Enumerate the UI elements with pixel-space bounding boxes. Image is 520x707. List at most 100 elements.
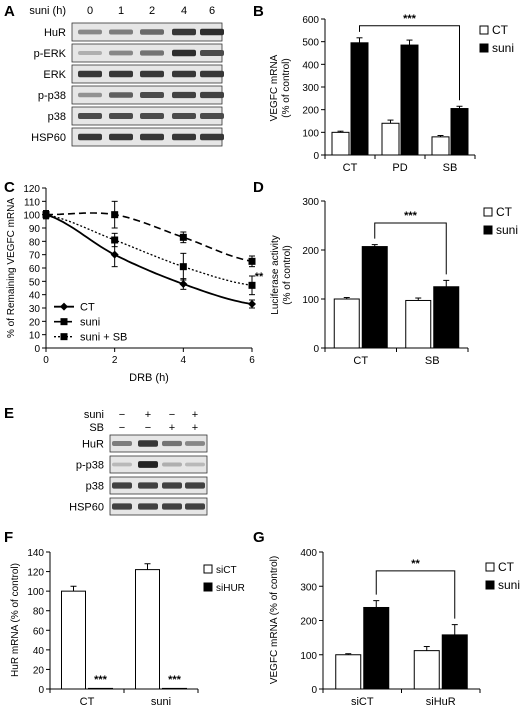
y-tick-label: 0 xyxy=(311,685,317,696)
y-tick-label: 20 xyxy=(33,665,45,676)
marker-suni xyxy=(60,318,68,326)
legend-swatch-siCT xyxy=(203,564,213,574)
blot-band xyxy=(138,440,158,447)
blot-band xyxy=(112,482,132,489)
y-tick-label: 140 xyxy=(27,548,44,559)
condition-sign: + xyxy=(192,409,198,421)
x-tick-label: 6 xyxy=(249,355,255,366)
panel-c-line-chart: C 0 10 20 30 40 50 60 70 80 90 100 110 120 0 2 4 6 DRB (h)… xyxy=(4,179,264,384)
blot-band xyxy=(109,92,133,98)
significance-stars: *** xyxy=(403,13,417,25)
timepoint-label: 1 xyxy=(118,5,124,17)
bar-siCT-suni xyxy=(135,569,160,690)
panel-letter-g: G xyxy=(253,529,265,546)
blot-band xyxy=(78,29,102,35)
timepoint-label: 4 xyxy=(181,5,187,17)
y-tick-label: 100 xyxy=(27,587,44,598)
marker-suni xyxy=(179,233,187,241)
y-tick-label: 100 xyxy=(23,211,40,222)
blot-band xyxy=(185,503,205,510)
significance-bracket xyxy=(359,25,460,101)
y-tick-label: 70 xyxy=(29,251,41,262)
blot-band xyxy=(112,462,132,467)
y-axis-title: (% of control) xyxy=(281,58,292,117)
x-category-label: SB xyxy=(443,162,458,174)
y-tick-label: 80 xyxy=(33,607,45,618)
blot-row-label: HuR xyxy=(82,439,104,451)
legend-label: siHUR xyxy=(216,583,245,594)
blot-band xyxy=(200,70,224,78)
series-line-CT xyxy=(45,213,253,305)
panel-letter-e: E xyxy=(4,405,14,422)
condition-sign: − xyxy=(119,409,125,421)
blot-band xyxy=(109,50,133,56)
bar-CT-SB xyxy=(431,136,450,156)
y-tick-label: 100 xyxy=(302,128,319,139)
y-tick-label: 100 xyxy=(302,295,319,306)
timepoint-label: 2 xyxy=(149,5,155,17)
marker-CT xyxy=(110,250,119,259)
significance-stars: ** xyxy=(411,558,420,570)
legend-swatch-suni xyxy=(483,225,493,235)
blot-band xyxy=(200,113,224,119)
y-tick-label: 80 xyxy=(29,237,41,248)
y-tick-label: 0 xyxy=(38,685,44,696)
blot-band xyxy=(112,441,132,446)
x-category-label: siCT xyxy=(351,696,374,707)
series-line-suni + SB xyxy=(45,214,253,286)
bar-CT-CT xyxy=(331,131,350,156)
x-axis-title: DRB (h) xyxy=(129,372,169,384)
blot-band xyxy=(140,50,164,56)
blot-band xyxy=(140,29,164,35)
y-tick-label: 30 xyxy=(29,304,41,315)
condition-label: SB xyxy=(89,422,104,434)
significance-stars: ** xyxy=(255,271,264,283)
condition-sign: + xyxy=(169,422,175,434)
legend-swatch-CT xyxy=(485,562,495,572)
blot-row-label: HSP60 xyxy=(31,132,66,144)
bar-suni-CT xyxy=(361,246,388,349)
bar-siHUR-suni xyxy=(162,687,187,690)
blot-band xyxy=(78,113,102,119)
legend-label: CT xyxy=(80,302,95,314)
y-tick-label: 50 xyxy=(29,277,41,288)
blot-row-label: HSP60 xyxy=(69,502,104,514)
legend-swatch-CT xyxy=(483,207,493,217)
marker-CT xyxy=(179,280,188,288)
y-tick-label: 500 xyxy=(302,38,319,49)
blot-band xyxy=(162,462,182,467)
significance-bracket xyxy=(375,570,456,619)
blot-band xyxy=(172,28,196,36)
significance-bracket xyxy=(374,222,447,275)
bar-CT-siCT xyxy=(335,654,362,690)
bar-CT-PD xyxy=(381,122,400,156)
y-tick-label: 200 xyxy=(300,617,317,628)
suni-time-label: suni (h) xyxy=(29,5,66,17)
legend-swatch-suni xyxy=(485,580,495,590)
y-tick-label: 300 xyxy=(302,83,319,94)
marker-suni + SB xyxy=(60,333,68,341)
blot-band xyxy=(185,462,205,467)
y-tick-label: 40 xyxy=(29,291,41,302)
bar-CT-CT xyxy=(333,298,360,349)
y-axis-title: Luciferase activity xyxy=(270,235,281,314)
y-tick-label: 40 xyxy=(33,646,45,657)
significance-stars: *** xyxy=(94,674,108,686)
y-axis-title: VEGFC mRNA xyxy=(269,54,280,121)
y-tick-label: 60 xyxy=(33,626,45,637)
blot-strip xyxy=(109,434,208,453)
blot-row-label: p-p38 xyxy=(76,460,104,472)
bar-suni-siCT xyxy=(363,606,390,690)
blot-band xyxy=(138,482,158,489)
y-tick-label: 110 xyxy=(24,197,40,208)
blot-band xyxy=(78,51,102,55)
y-axis-title: HuR mRNA (% of control) xyxy=(10,563,21,677)
blot-band xyxy=(138,503,158,510)
panel-f-bar-chart: F 0 20 40 60 80 100 120 140 CT suni *** *** siCT siHUR… xyxy=(4,529,245,707)
bar-CT-SB xyxy=(405,299,432,349)
marker-CT xyxy=(60,302,68,311)
legend-label: suni xyxy=(498,578,520,592)
y-tick-label: 100 xyxy=(300,651,317,662)
significance-stars: *** xyxy=(168,674,182,686)
bar-suni-SB xyxy=(433,286,460,349)
